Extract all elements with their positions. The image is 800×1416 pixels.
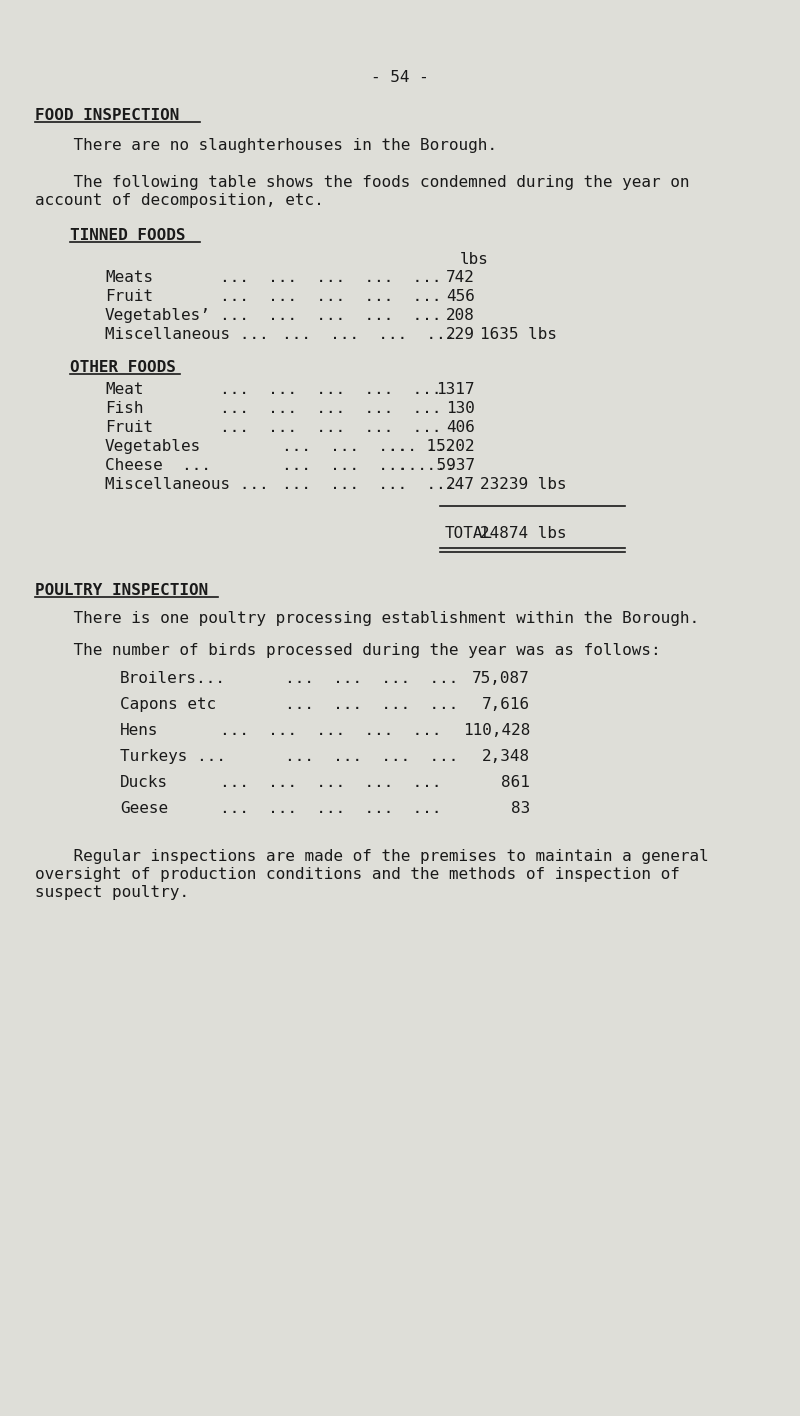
Text: There is one poultry processing establishment within the Borough.: There is one poultry processing establis… <box>35 610 699 626</box>
Text: Cheese  ...: Cheese ... <box>105 457 211 473</box>
Text: Capons etc: Capons etc <box>120 697 216 712</box>
Text: Broilers...: Broilers... <box>120 671 226 685</box>
Text: The number of birds processed during the year was as follows:: The number of birds processed during the… <box>35 643 661 658</box>
Text: ...  ...  ...  ...  ...: ... ... ... ... ... <box>220 270 442 285</box>
Text: 130: 130 <box>446 401 475 416</box>
Text: Regular inspections are made of the premises to maintain a general: Regular inspections are made of the prem… <box>35 850 709 864</box>
Text: ...  ...  ...  ...  ...: ... ... ... ... ... <box>220 775 442 790</box>
Text: oversight of production conditions and the methods of inspection of: oversight of production conditions and t… <box>35 867 680 882</box>
Text: 247: 247 <box>446 477 475 491</box>
Text: 861: 861 <box>501 775 530 790</box>
Text: 24874 lbs: 24874 lbs <box>480 525 566 541</box>
Text: TOTAL: TOTAL <box>445 525 493 541</box>
Text: 1317: 1317 <box>437 382 475 396</box>
Text: OTHER FOODS: OTHER FOODS <box>70 360 176 375</box>
Text: 75,087: 75,087 <box>472 671 530 685</box>
Text: ...  ...  ...  ...  ...: ... ... ... ... ... <box>220 289 442 304</box>
Text: ...  ...  ...  ...: ... ... ... ... <box>285 749 458 765</box>
Text: 456: 456 <box>446 289 475 304</box>
Text: lbs: lbs <box>460 252 489 268</box>
Text: ... 15202: ... 15202 <box>388 439 475 455</box>
Text: ...  ...  ...  ...  ...: ... ... ... ... ... <box>220 801 442 816</box>
Text: ...  ...  ...  ...  ...: ... ... ... ... ... <box>220 724 442 738</box>
Text: ...  ...  ...  ...: ... ... ... ... <box>285 697 458 712</box>
Text: 83: 83 <box>510 801 530 816</box>
Text: 229: 229 <box>446 327 475 343</box>
Text: ...  ...  ...  ...: ... ... ... ... <box>282 477 455 491</box>
Text: ... 5937: ... 5937 <box>398 457 475 473</box>
Text: ...  ...  ...  ...: ... ... ... ... <box>282 439 455 455</box>
Text: The following table shows the foods condemned during the year on: The following table shows the foods cond… <box>35 176 690 190</box>
Text: suspect poultry.: suspect poultry. <box>35 885 189 901</box>
Text: ...  ...  ...  ...: ... ... ... ... <box>282 457 455 473</box>
Text: 23239 lbs: 23239 lbs <box>480 477 566 491</box>
Text: 1635 lbs: 1635 lbs <box>480 327 557 343</box>
Text: Meats: Meats <box>105 270 153 285</box>
Text: FOOD INSPECTION: FOOD INSPECTION <box>35 108 179 123</box>
Text: 208: 208 <box>446 309 475 323</box>
Text: TINNED FOODS: TINNED FOODS <box>70 228 186 244</box>
Text: ...  ...  ...  ...: ... ... ... ... <box>285 671 458 685</box>
Text: POULTRY INSPECTION: POULTRY INSPECTION <box>35 583 208 598</box>
Text: There are no slaughterhouses in the Borough.: There are no slaughterhouses in the Boro… <box>35 137 497 153</box>
Text: Meat: Meat <box>105 382 143 396</box>
Text: ...  ...  ...  ...  ...: ... ... ... ... ... <box>220 309 442 323</box>
Text: account of decomposition, etc.: account of decomposition, etc. <box>35 193 324 208</box>
Text: Vegetables: Vegetables <box>105 439 202 455</box>
Text: ...  ...  ...  ...  ...: ... ... ... ... ... <box>220 401 442 416</box>
Text: Ducks: Ducks <box>120 775 168 790</box>
Text: Fish: Fish <box>105 401 143 416</box>
Text: - 54 -: - 54 - <box>371 69 429 85</box>
Text: ...  ...  ...  ...  ...: ... ... ... ... ... <box>220 421 442 435</box>
Text: Turkeys ...: Turkeys ... <box>120 749 226 765</box>
Text: 742: 742 <box>446 270 475 285</box>
Text: Vegetables’: Vegetables’ <box>105 309 211 323</box>
Text: Hens: Hens <box>120 724 158 738</box>
Text: Miscellaneous ...: Miscellaneous ... <box>105 327 269 343</box>
Text: Fruit: Fruit <box>105 421 153 435</box>
Text: 110,428: 110,428 <box>462 724 530 738</box>
Text: 2,348: 2,348 <box>482 749 530 765</box>
Text: 7,616: 7,616 <box>482 697 530 712</box>
Text: Geese: Geese <box>120 801 168 816</box>
Text: ...  ...  ...  ...  ...: ... ... ... ... ... <box>220 382 442 396</box>
Text: 406: 406 <box>446 421 475 435</box>
Text: ...  ...  ...  ...: ... ... ... ... <box>282 327 455 343</box>
Text: Miscellaneous ...: Miscellaneous ... <box>105 477 269 491</box>
Text: Fruit: Fruit <box>105 289 153 304</box>
